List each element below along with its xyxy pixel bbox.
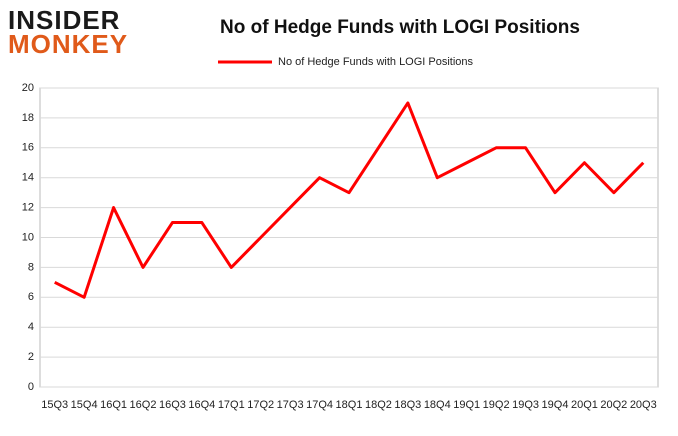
logo-line1: INSIDER [8,5,120,35]
y-tick-label: 10 [22,231,34,243]
logo-line2: MONKEY [8,29,128,59]
y-tick-label: 14 [22,172,34,184]
x-tick-label: 20Q3 [630,399,657,411]
y-tick-label: 8 [28,261,34,273]
y-tick-label: 18 [22,112,34,124]
x-tick-label: 15Q3 [41,399,68,411]
x-tick-label: 19Q2 [483,399,510,411]
x-tick-label: 18Q1 [336,399,363,411]
x-tick-label: 18Q2 [365,399,392,411]
y-tick-label: 6 [28,291,34,303]
y-tick-label: 20 [22,82,34,94]
y-tick-label: 16 [22,142,34,154]
x-tick-label: 20Q2 [600,399,627,411]
x-tick-label: 18Q3 [394,399,421,411]
x-tick-label: 16Q4 [188,399,215,411]
x-tick-label: 17Q4 [306,399,333,411]
x-tick-label: 20Q1 [571,399,598,411]
x-tick-label: 19Q4 [542,399,569,411]
x-tick-label: 18Q4 [424,399,451,411]
x-tick-label: 16Q1 [100,399,127,411]
x-tick-label: 16Q3 [159,399,186,411]
y-tick-label: 12 [22,202,34,214]
x-tick-label: 19Q1 [453,399,480,411]
x-tick-label: 17Q2 [247,399,274,411]
chart-title: No of Hedge Funds with LOGI Positions [220,17,580,38]
x-tick-label: 17Q3 [277,399,304,411]
x-tick-label: 15Q4 [71,399,98,411]
y-tick-label: 2 [28,351,34,363]
legend-label: No of Hedge Funds with LOGI Positions [278,56,474,68]
line-series [54,101,645,299]
y-tick-label: 0 [28,381,34,393]
x-tick-label: 19Q3 [512,399,539,411]
x-tick-label: 17Q1 [218,399,245,411]
x-tick-label: 16Q2 [130,399,157,411]
y-tick-label: 4 [28,321,34,333]
